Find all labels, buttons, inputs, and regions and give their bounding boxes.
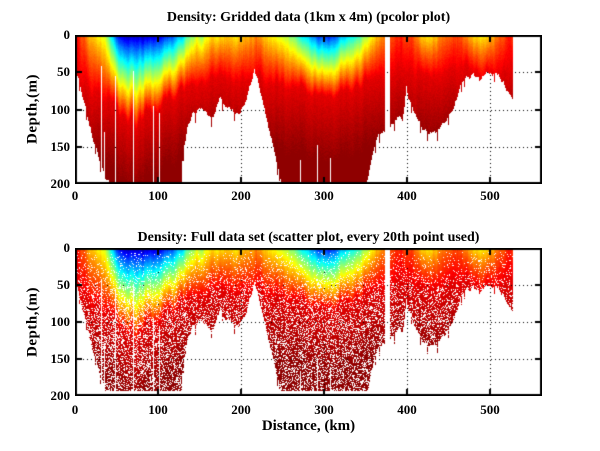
y-tick-label: 0 [63, 27, 71, 42]
x-tick-label: 400 [397, 402, 417, 417]
y-tick-label: 50 [57, 64, 70, 79]
y-tick-label: 150 [50, 351, 71, 366]
x-tick-label: 300 [314, 402, 334, 417]
x-tick-label: 500 [480, 402, 500, 417]
scatter-plot-canvas [75, 248, 542, 396]
x-tick-label: 200 [231, 402, 251, 417]
y-tick-label: 50 [57, 277, 70, 292]
scatter-plot-title: Density: Full data set (scatter plot, ev… [137, 230, 480, 245]
x-tick-label: 400 [397, 188, 417, 203]
y-tick-label: 0 [63, 240, 71, 255]
x-tick-label: 0 [71, 402, 79, 417]
y-tick-label: 200 [50, 176, 71, 191]
distance-axis-label: Distance, (km) [261, 418, 356, 434]
x-tick-label: 500 [480, 188, 500, 203]
pcolor-plot-title: Density: Gridded data (1km x 4m) (pcolor… [166, 10, 451, 25]
y-tick-label: 150 [50, 139, 71, 154]
x-tick-label: 0 [71, 188, 79, 203]
pcolor-plot-canvas [75, 35, 542, 184]
y-tick-label: 100 [50, 314, 71, 329]
x-tick-label: 300 [314, 188, 334, 203]
x-tick-label: 100 [148, 402, 168, 417]
y-tick-label: 100 [50, 102, 71, 117]
x-tick-label: 100 [148, 188, 168, 203]
x-tick-label: 200 [231, 188, 251, 203]
y-tick-label: 200 [50, 388, 71, 403]
